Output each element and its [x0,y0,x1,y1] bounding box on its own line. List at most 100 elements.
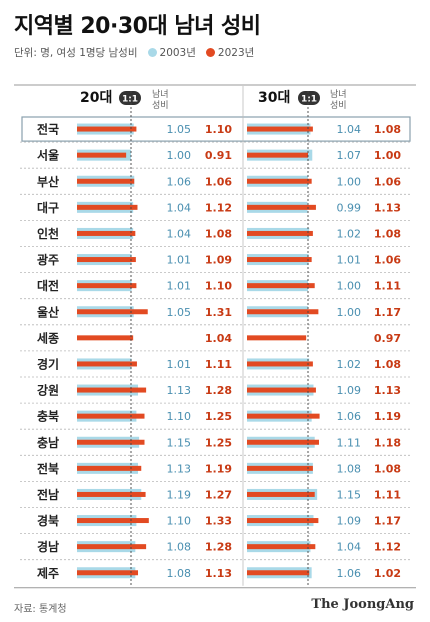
value-2023: 1.19 [205,462,232,475]
value-2023: 1.09 [205,254,232,267]
legend-swatch-2023 [205,48,215,57]
bar-2023 [77,361,137,367]
bar-2023 [77,518,149,524]
bar-2023 [77,178,135,184]
value-2003: 1.02 [337,227,362,240]
value-2023: 1.13 [374,201,401,214]
region-label: 대전 [37,278,59,293]
bar-2023 [77,335,134,341]
region-label: 충북 [37,409,59,424]
value-2023: 1.31 [205,306,232,319]
value-2023: 1.11 [205,358,232,371]
brand-logo: The JoongAng [311,597,414,612]
bar-2023 [247,335,307,341]
value-2003: 1.11 [337,436,362,449]
legend-label-2023: 2023년 [217,47,255,59]
bar-2023 [77,257,136,263]
value-2023: 1.02 [374,567,401,580]
region-label: 전남 [37,487,59,502]
value-2003: 1.01 [167,254,192,267]
bar-2023 [77,570,139,576]
value-2003: 1.01 [167,358,192,371]
region-label: 강원 [37,384,59,398]
bar-2023 [247,257,312,263]
value-2023: 0.91 [205,149,232,162]
value-2023: 1.28 [205,541,232,554]
source-note: 자료: 통계청 [14,604,67,615]
value-2003: 1.04 [167,201,192,214]
region-label: 대구 [37,201,59,215]
panel-label: 30대 [258,90,290,106]
ratio-marker-label: 1:1 [301,95,317,105]
bar-2023 [247,387,316,393]
bar-2023 [77,204,138,210]
value-2003: 1.10 [167,515,192,528]
value-2003: 1.08 [337,462,362,475]
value-2023: 1.06 [374,175,401,188]
bar-2023 [247,544,316,550]
region-label: 광주 [37,252,59,267]
value-2023: 1.28 [205,384,232,397]
value-2003: 1.15 [337,488,362,501]
value-2003: 1.05 [167,306,192,319]
value-2003: 1.08 [167,567,192,580]
bar-2023 [247,361,313,367]
bar-2023 [77,309,148,315]
bar-2023 [247,465,313,471]
value-2023: 1.12 [374,541,401,554]
ratio-marker-badge [119,91,141,105]
value-2023: 1.10 [205,123,232,136]
bar-2023 [247,178,312,184]
chart-title: 지역별 20·30대 남녀 성비 [14,14,261,39]
unit-note: 단위: 명, 여성 1명당 남성비 [14,47,138,59]
value-header-line1: 남녀 [330,89,347,100]
bar-2023 [77,544,147,550]
value-2003: 1.07 [337,149,362,162]
bar-2023 [77,283,137,289]
region-label: 제주 [37,566,59,580]
value-2023: 1.25 [205,410,232,423]
value-2003: 1.06 [337,567,362,580]
value-2003: 1.01 [167,280,192,293]
value-2003: 1.09 [337,384,362,397]
region-label: 경남 [37,539,59,554]
value-2023: 1.25 [205,436,232,449]
value-header-line2: 성비 [330,100,347,111]
value-2023: 1.06 [374,254,401,267]
region-label: 전북 [37,461,59,476]
value-2023: 1.13 [374,384,401,397]
value-2003: 1.13 [167,384,192,397]
value-2023: 1.00 [374,149,401,162]
bar-2023 [247,570,310,576]
region-label: 세종 [37,330,59,345]
value-2023: 1.08 [205,227,232,240]
highlight-row-box [21,116,411,142]
value-2003: 1.09 [337,515,362,528]
legend-label-2003: 2003년 [159,47,196,59]
bar-2023 [247,309,319,315]
value-2003: 1.00 [337,306,362,319]
bar-2023 [247,152,308,158]
value-2003: 1.10 [167,410,192,423]
value-2003: 1.19 [167,488,192,501]
value-2023: 1.06 [205,175,232,188]
ratio-marker-label: 1:1 [122,95,138,105]
value-2023: 1.13 [205,567,232,580]
value-2023: 1.17 [374,306,401,319]
bar-2023 [247,413,320,419]
value-2023: 0.97 [374,332,401,345]
value-2003: 1.08 [167,541,192,554]
bar-2023 [247,126,313,132]
value-2003: 1.06 [167,175,192,188]
value-2003: 1.02 [337,358,362,371]
bar-2023 [77,126,137,132]
value-2003: 1.00 [337,175,362,188]
legend-swatch-2003 [147,48,157,57]
value-2023: 1.08 [374,462,401,475]
region-label: 울산 [37,304,59,319]
bar-2023 [247,491,315,497]
region-label: 경기 [37,356,59,371]
region-label: 부산 [37,174,59,189]
value-2003: 1.05 [167,123,192,136]
